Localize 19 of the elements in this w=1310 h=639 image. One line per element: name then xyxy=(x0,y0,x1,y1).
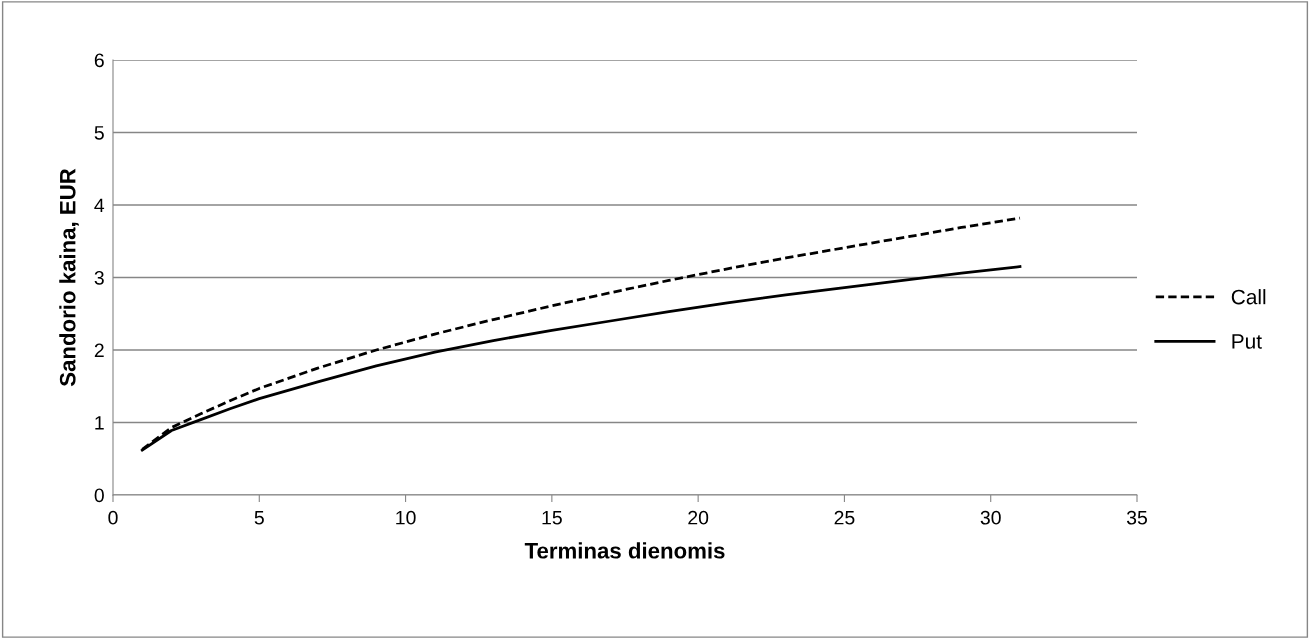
y-axis-title: Sandorio kaina, EUR xyxy=(59,168,79,387)
y-tick-label: 2 xyxy=(94,343,104,358)
y-tick-label: 6 xyxy=(94,53,104,68)
x-tick-label: 20 xyxy=(688,510,709,525)
legend-label: Call xyxy=(1231,289,1266,305)
x-tick-label: 15 xyxy=(542,510,562,525)
x-tick-label: 25 xyxy=(834,510,855,525)
y-tick-label: 0 xyxy=(94,488,104,503)
x-axis-title: Terminas dienomis xyxy=(524,542,725,559)
y-tick-label: 3 xyxy=(94,270,104,285)
x-tick-label: 30 xyxy=(980,510,1001,525)
y-tick-label: 1 xyxy=(95,416,104,430)
legend-label: Put xyxy=(1232,334,1262,349)
x-tick-label: 35 xyxy=(1126,510,1147,525)
x-tick-label: 0 xyxy=(108,510,118,525)
x-tick-label: 5 xyxy=(254,510,264,525)
y-tick-label: 4 xyxy=(94,198,105,213)
y-tick-label: 5 xyxy=(94,126,104,140)
x-tick-label: 10 xyxy=(396,510,416,525)
